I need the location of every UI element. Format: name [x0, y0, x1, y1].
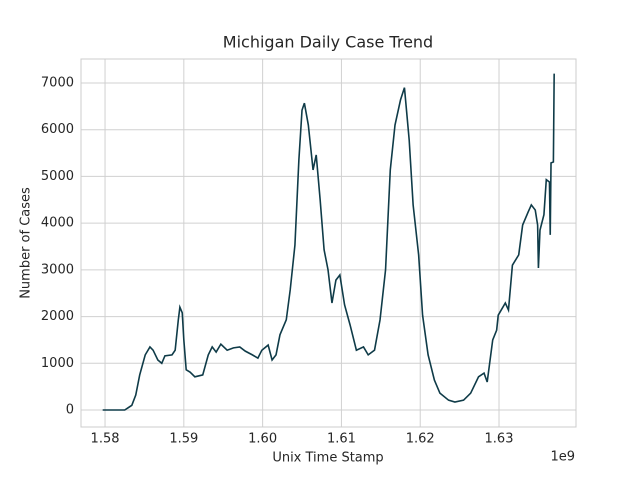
y-tick-label: 6000	[41, 122, 74, 137]
y-tick-label: 7000	[41, 76, 74, 91]
x-tick-label: 1.59	[169, 432, 198, 447]
x-tick-label: 1.62	[406, 432, 435, 447]
chart-title: Michigan Daily Case Trend	[223, 33, 433, 52]
y-tick-label: 5000	[41, 169, 74, 184]
y-axis-label: Number of Cases	[19, 187, 34, 299]
x-tick-label: 1.63	[485, 432, 514, 447]
data-line	[102, 73, 555, 411]
y-tick-label: 2000	[41, 309, 74, 324]
x-axis-label: Unix Time Stamp	[272, 451, 383, 466]
x-tick-label: 1.61	[327, 432, 356, 447]
y-tick-label: 0	[66, 402, 74, 417]
y-tick-label: 4000	[41, 216, 74, 231]
plot-frame	[80, 58, 577, 428]
x-tick-label: 1.60	[248, 432, 277, 447]
x-tick-label: 1.58	[91, 432, 120, 447]
y-tick-label: 3000	[41, 262, 74, 277]
x-offset-label: 1e9	[550, 450, 575, 465]
y-tick-label: 1000	[41, 356, 74, 371]
